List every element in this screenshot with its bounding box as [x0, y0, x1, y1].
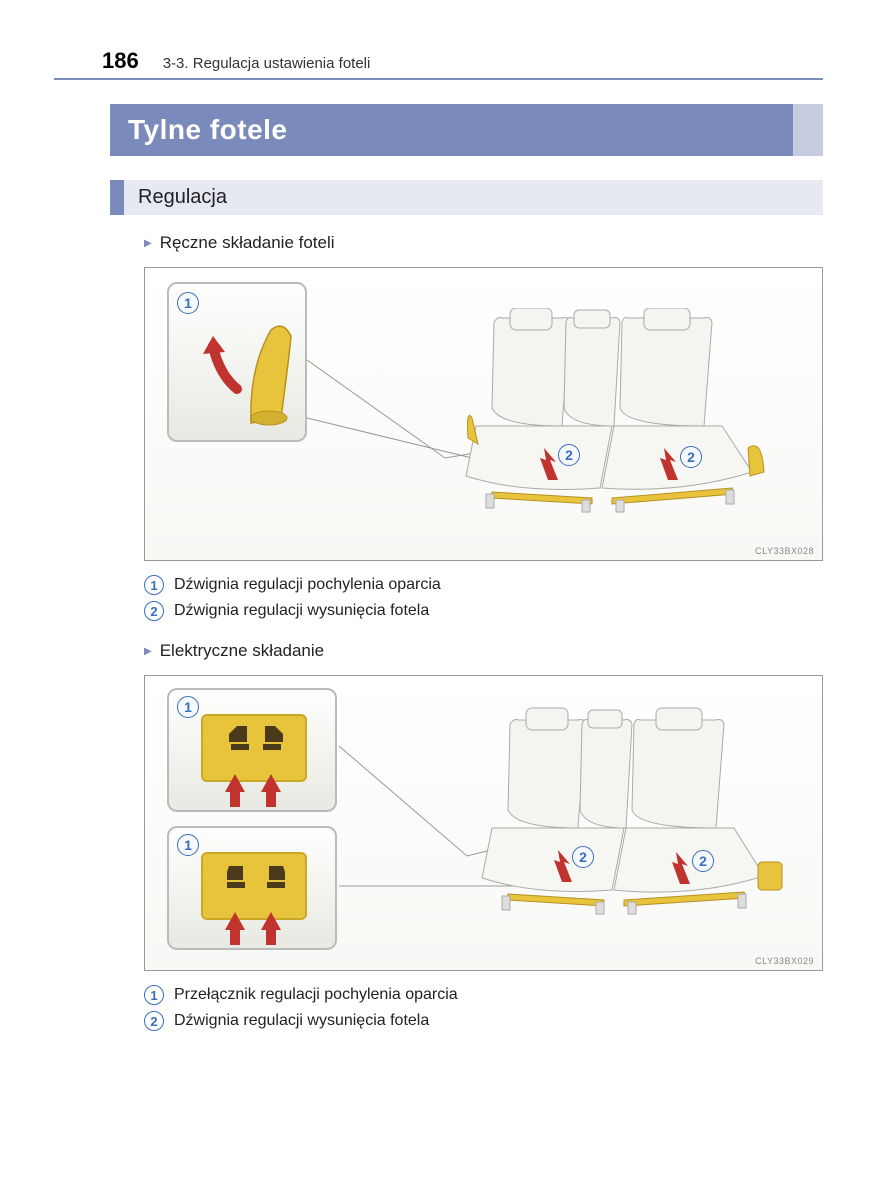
legend2: 1 Przełącznik regulacji pochylenia oparc…: [144, 985, 823, 1031]
arrow-up-1b: [261, 774, 281, 792]
fig1-number-2a: 2: [558, 444, 580, 466]
page-title-bar: Tylne fotele: [110, 104, 823, 156]
legend1-text2: Dźwignia regulacji wysunięcia fotela: [174, 602, 429, 620]
cb1-number-1: 1: [177, 696, 199, 718]
figure1-code: CLY33BX028: [755, 546, 814, 556]
legend2-item1: 1 Przełącznik regulacji pochylenia oparc…: [144, 985, 823, 1005]
subtitle-bar: Regulacja: [110, 180, 823, 215]
arrow-up-2b: [261, 912, 281, 930]
legend1-item1: 1 Dźwignia regulacji pochylenia oparcia: [144, 575, 823, 595]
switch-panel-2: [201, 852, 307, 920]
page: 186 3-3. Regulacja ustawienia foteli Tyl…: [0, 0, 877, 1091]
legend2-text1: Przełącznik regulacji pochylenia oparcia: [174, 986, 458, 1004]
content-area: Tylne fotele Regulacja Ręczne składanie …: [54, 104, 823, 1031]
page-number: 186: [102, 48, 139, 74]
callout-switch-2: 1: [167, 826, 337, 950]
cb2-number-1: 1: [177, 834, 199, 856]
fig1-number-2b: 2: [680, 446, 702, 468]
callout-lever: 1: [167, 282, 307, 442]
legend2-item2: 2 Dźwignia regulacji wysunięcia fotela: [144, 1011, 823, 1031]
subtitle-text: Regulacja: [124, 180, 823, 215]
header-section-text: 3-3. Regulacja ustawienia foteli: [163, 55, 371, 72]
figure-manual-folding: 1: [144, 267, 823, 561]
callout-number-1: 1: [177, 292, 199, 314]
rear-seat-illustration-2: 2 2: [468, 706, 798, 926]
switch-panel-1: [201, 714, 307, 782]
subtitle-accent: [110, 180, 124, 215]
legend2-number-1: 1: [144, 985, 164, 1005]
section2-heading: Elektryczne składanie: [144, 641, 823, 661]
figure2-code: CLY33BX029: [755, 956, 814, 966]
fig2-number-2a: 2: [572, 846, 594, 868]
legend1: 1 Dźwignia regulacji pochylenia oparcia …: [144, 575, 823, 621]
legend1-text1: Dźwignia regulacji pochylenia oparcia: [174, 576, 441, 594]
legend2-number-2: 2: [144, 1011, 164, 1031]
arrow-up-2a: [225, 912, 245, 930]
legend-number-2: 2: [144, 601, 164, 621]
rear-seat-illustration: 2 2: [452, 308, 792, 518]
legend-number-1: 1: [144, 575, 164, 595]
arrow-up-1a: [225, 774, 245, 792]
callout-switch-1: 1: [167, 688, 337, 812]
section1-heading: Ręczne składanie foteli: [144, 233, 823, 253]
fig2-number-2b: 2: [692, 850, 714, 872]
legend1-item2: 2 Dźwignia regulacji wysunięcia fotela: [144, 601, 823, 621]
figure-electric-folding: 1 1: [144, 675, 823, 971]
page-header: 186 3-3. Regulacja ustawienia foteli: [54, 48, 823, 74]
arrow-curved-icon: [199, 334, 249, 394]
lever-icon: [241, 318, 295, 428]
legend2-text2: Dźwignia regulacji wysunięcia fotela: [174, 1012, 429, 1030]
header-rule: [54, 78, 823, 80]
